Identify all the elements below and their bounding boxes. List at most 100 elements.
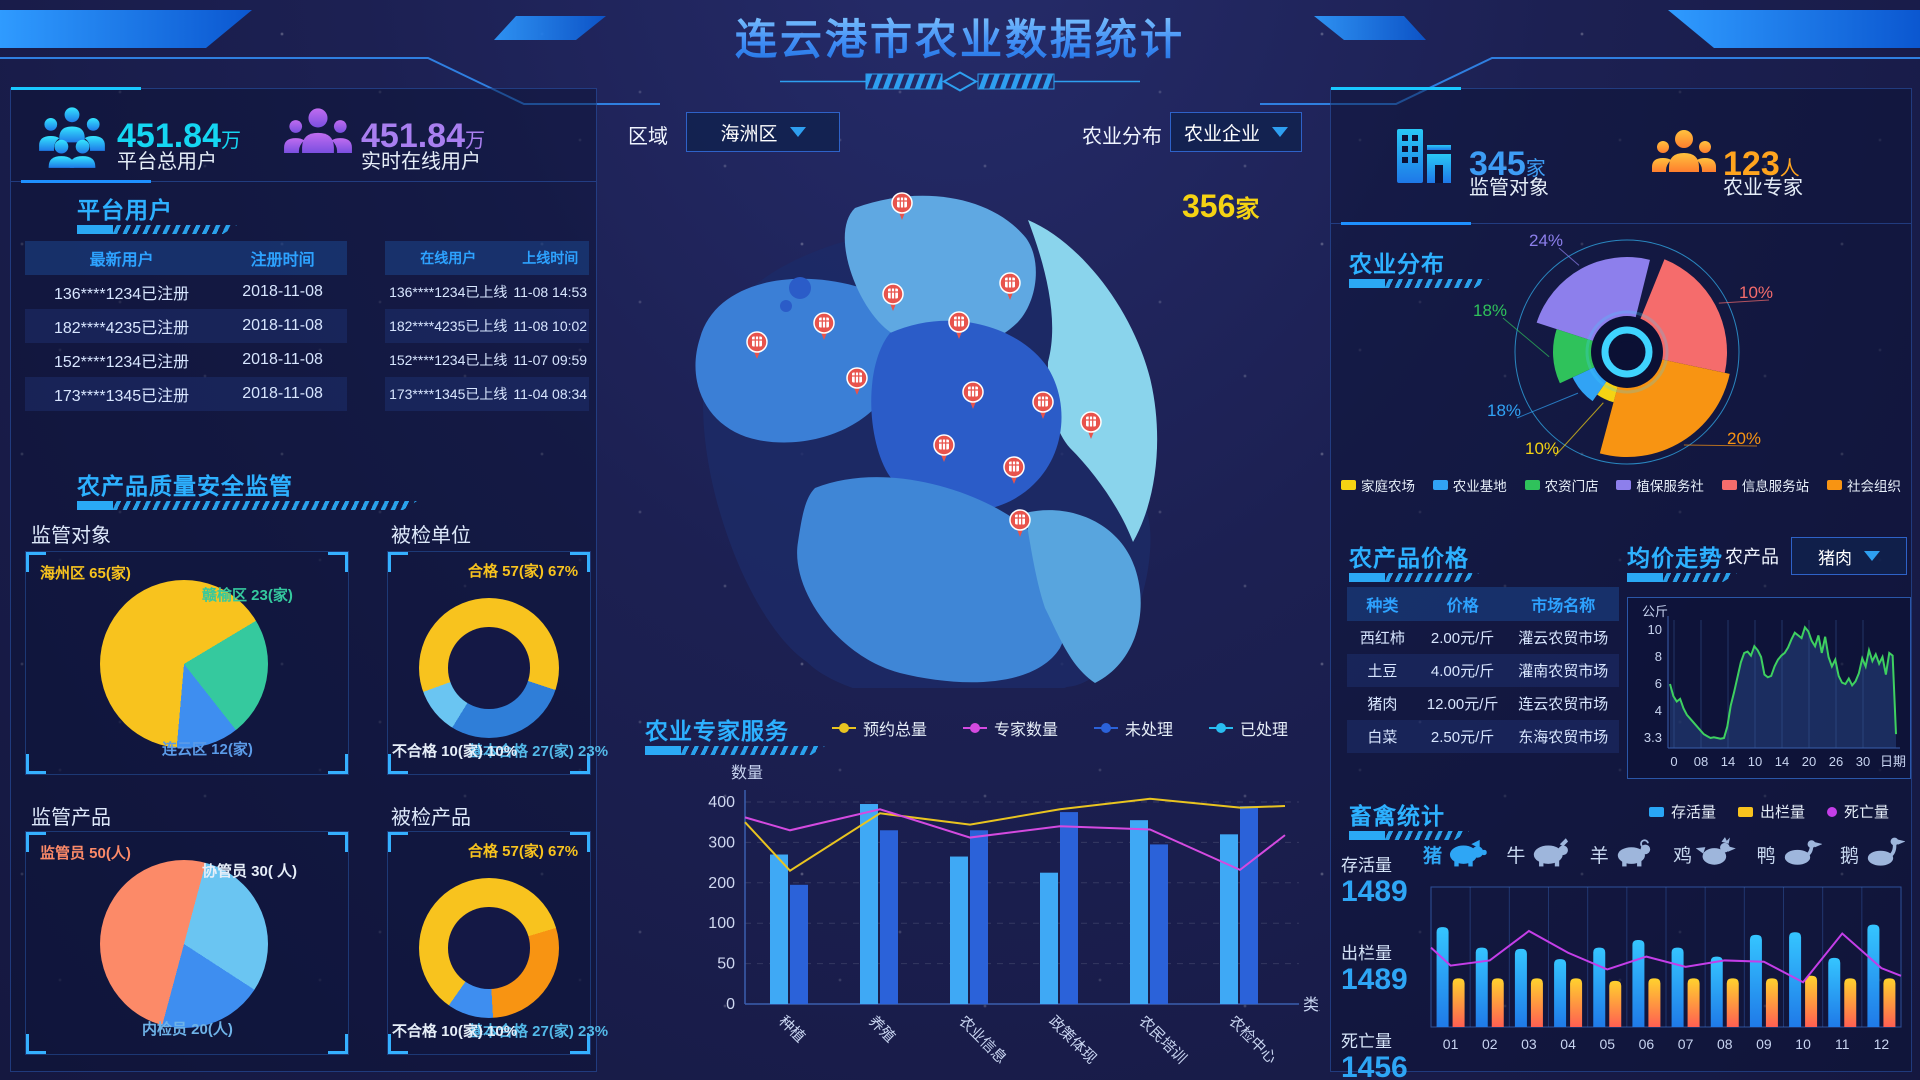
map-pin[interactable] xyxy=(1032,391,1054,419)
bar-存活量 xyxy=(1671,947,1684,1027)
total-users-value: 451.84万 xyxy=(117,117,241,155)
slice-label: 基本合格 27(家) 23% xyxy=(468,743,609,760)
month-label: 06 xyxy=(1639,1036,1655,1052)
product-select-label: 农产品 xyxy=(1725,547,1779,567)
table-cell: 东海农贸市场 xyxy=(1518,729,1609,746)
map-pin[interactable] xyxy=(1003,456,1025,484)
animal-tab-duck[interactable]: 鸭 xyxy=(1757,837,1823,872)
divider xyxy=(1331,222,1911,225)
bar-出栏量 xyxy=(1687,978,1700,1027)
slice-label: 海州区 65(家) xyxy=(40,565,131,582)
bar-已处理 xyxy=(1040,872,1058,1004)
bar-已处理 xyxy=(860,804,878,1004)
bar-存活量 xyxy=(1710,956,1723,1027)
map-pin[interactable] xyxy=(882,283,904,311)
distribution-select[interactable]: 农业企业 xyxy=(1170,112,1302,152)
legend-swatch xyxy=(1826,480,1842,490)
legend-item-存活量[interactable]: 存活量 xyxy=(1649,801,1716,822)
legend-label: 植保服务社 xyxy=(1636,479,1704,494)
legend-dot xyxy=(1827,806,1838,817)
legend-item-农资门店[interactable]: 农资门店 xyxy=(1524,475,1599,495)
product-price-table: 种类 价格 市场名称 西红柿 2.00元/斤 灌云农贸市场 土豆 4.00元/斤 灌南农贸市场猪… xyxy=(1347,587,1619,753)
animal-tab-cattle[interactable]: 牛 xyxy=(1506,837,1571,872)
legend-label: 死亡量 xyxy=(1844,804,1890,821)
region-select[interactable]: 海洲区 xyxy=(686,112,840,152)
map-pin[interactable] xyxy=(846,367,868,395)
svg-text:30: 30 xyxy=(1856,754,1870,769)
table-header: 在线用户 上线时间 xyxy=(385,241,589,275)
legend-label: 信息服务站 xyxy=(1741,479,1810,494)
bar-出栏量 xyxy=(1570,978,1583,1027)
svg-text:6: 6 xyxy=(1655,676,1662,691)
map-pin[interactable] xyxy=(999,272,1021,300)
animal-tab-goose[interactable]: 鹅 xyxy=(1840,837,1906,872)
donut-hole xyxy=(448,627,530,709)
table-cell: 11-07 09:59 xyxy=(513,352,588,368)
legend-item-已处理[interactable]: 已处理 xyxy=(1209,716,1288,740)
sheep-icon xyxy=(1613,837,1655,872)
bar-已处理 xyxy=(1130,820,1148,1004)
legend-item-专家数量[interactable]: 专家数量 xyxy=(963,716,1058,740)
svg-text:200: 200 xyxy=(708,875,735,892)
animal-tab-sheep[interactable]: 羊 xyxy=(1590,837,1655,872)
bar-存活量 xyxy=(1632,939,1645,1027)
bar-出栏量 xyxy=(1452,978,1465,1027)
legend-item-农业基地[interactable]: 农业基地 xyxy=(1432,475,1507,495)
svg-text:8: 8 xyxy=(1655,649,1662,664)
map-district[interactable] xyxy=(1028,220,1158,542)
legend-item-出栏量[interactable]: 出栏量 xyxy=(1738,801,1805,822)
animal-tab-pig[interactable]: 猪 xyxy=(1423,837,1488,872)
svg-text:日期: 日期 xyxy=(1880,754,1906,769)
bar-出栏量 xyxy=(1726,978,1739,1027)
map-pin[interactable] xyxy=(891,192,913,220)
online-users-table: 在线用户 上线时间 136****1234已上线 11-08 14:53 182****… xyxy=(385,241,589,411)
map-pin[interactable] xyxy=(1009,509,1031,537)
livestock-chart: 01 02 03 04 05 06 07 08 09 10 11 12 xyxy=(1430,886,1902,1052)
animal-tab-chicken[interactable]: 鸡 xyxy=(1673,837,1738,872)
map-pin[interactable] xyxy=(813,312,835,340)
map-district[interactable] xyxy=(1025,510,1141,683)
section-title-livestock: 畜禽统计 xyxy=(1349,803,1445,829)
platform-users-icon xyxy=(37,103,107,174)
animal-label: 牛 xyxy=(1506,846,1526,867)
svg-text:数量: 数量 xyxy=(731,764,763,782)
map-district[interactable] xyxy=(695,278,901,443)
map-district[interactable] xyxy=(844,195,1036,349)
chicken-icon xyxy=(1695,837,1738,872)
table-cell: 2018-11-08 xyxy=(242,351,323,368)
legend-item-未处理[interactable]: 未处理 xyxy=(1094,716,1173,740)
header-decoration xyxy=(0,10,1920,105)
table-cell: 12.00元/斤 xyxy=(1426,696,1499,713)
legend-swatch xyxy=(1616,480,1632,490)
right-panel: 345家 监管对象 123人 农业专家 24% 10% 20% 10% 18% 18% 农… xyxy=(1330,87,1912,1080)
subtitle-supervise-products: 监管产品 xyxy=(31,807,111,829)
table-row: 182****4235已上线 11-08 10:02 xyxy=(385,309,589,343)
rose-pct-label: 10% xyxy=(1525,439,1559,458)
map-pin[interactable] xyxy=(1080,411,1102,439)
legend-item-信息服务站[interactable]: 信息服务站 xyxy=(1721,475,1810,495)
map-pin[interactable] xyxy=(746,331,768,359)
legend-item-家庭农场[interactable]: 家庭农场 xyxy=(1341,475,1415,495)
bar-出栏量 xyxy=(1883,978,1896,1027)
map-pin[interactable] xyxy=(962,381,984,409)
table-row: 136****1234已上线 11-08 14:53 xyxy=(385,275,589,309)
subtitle-supervise-objects: 监管对象 xyxy=(31,525,111,547)
map-pin[interactable] xyxy=(948,311,970,339)
svg-text:08: 08 xyxy=(1694,754,1708,769)
legend-dot xyxy=(970,723,981,733)
legend-item-死亡量[interactable]: 死亡量 xyxy=(1827,801,1889,822)
legend-item-植保服务社[interactable]: 植保服务社 xyxy=(1616,475,1704,495)
latest-users-table: 最新用户 注册时间 136****1234已注册 2018-11-08 182****4… xyxy=(25,241,347,411)
legend-item-预约总量[interactable]: 预约总量 xyxy=(832,716,927,740)
left-panel: 451.84万 平台总用户 451.84万 实时在线用户 平台用户 最新用户 注册… xyxy=(10,87,608,1072)
map-pin[interactable] xyxy=(933,434,955,462)
map-district[interactable] xyxy=(797,477,1069,683)
bar-未处理 xyxy=(880,830,898,1004)
animal-tabs: 猪牛 羊鸡鸭鹅 xyxy=(1423,837,1906,872)
agri-distribution-chart: 24%10%20%10%18%18% xyxy=(1473,231,1773,465)
online-users-icon xyxy=(283,103,353,174)
svg-text:100: 100 xyxy=(708,915,735,932)
legend-item-社会组织[interactable]: 社会组织 xyxy=(1826,475,1901,495)
product-select[interactable]: 猪肉 xyxy=(1791,537,1907,575)
death-label: 死亡量 xyxy=(1341,1032,1392,1051)
